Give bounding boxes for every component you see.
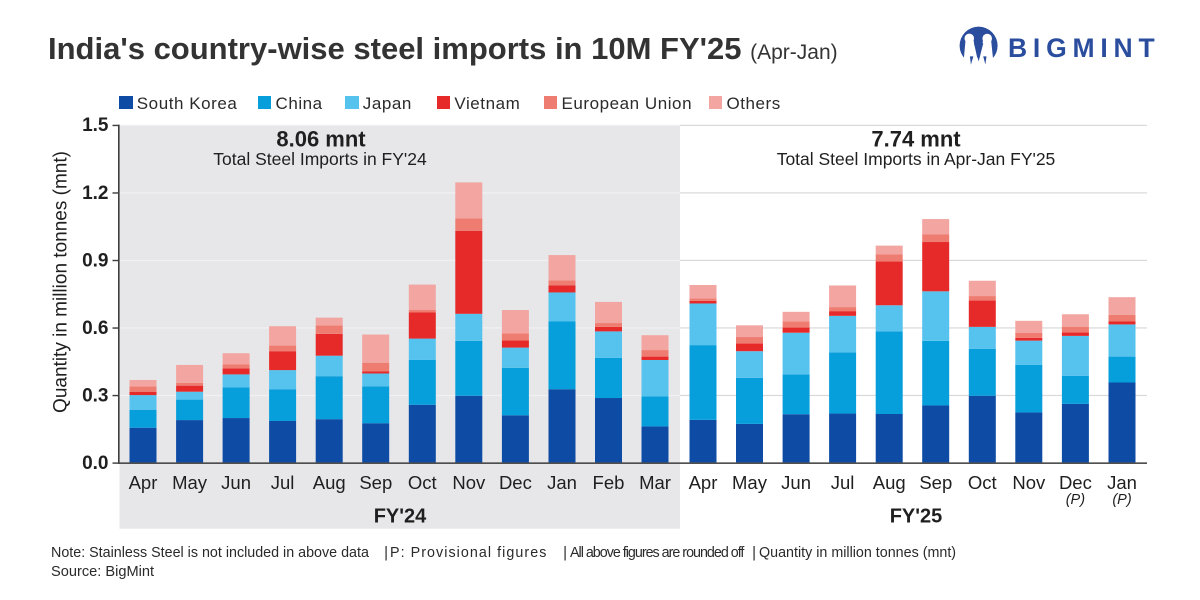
svg-text:0.9: 0.9 <box>82 250 108 271</box>
svg-text:Quantity in million tonnes (mn: Quantity in million tonnes (mnt) <box>51 151 72 413</box>
svg-text:Oct: Oct <box>408 472 437 493</box>
svg-text:Oct: Oct <box>968 472 997 493</box>
svg-text:May: May <box>172 472 208 493</box>
svg-text:1.5: 1.5 <box>82 115 109 136</box>
svg-text:0.6: 0.6 <box>82 318 108 339</box>
svg-text:(P): (P) <box>1066 492 1085 508</box>
svg-text:Total Steel Imports in Apr-Ja: Total Steel Imports in Apr-Jan FY'25 <box>777 149 1056 169</box>
svg-text:May: May <box>732 472 768 493</box>
svg-text:Jun: Jun <box>221 472 251 493</box>
svg-text:8.06 mnt: 8.06 mnt <box>276 127 366 152</box>
svg-text:Jan: Jan <box>547 472 577 493</box>
svg-text:Apr: Apr <box>129 472 158 493</box>
svg-text:7.74 mnt: 7.74 mnt <box>871 127 961 152</box>
svg-text:0.0: 0.0 <box>82 453 108 474</box>
svg-text:Sep: Sep <box>359 472 392 493</box>
svg-text:Total Steel Imports in FY'24: Total Steel Imports in FY'24 <box>213 149 427 169</box>
svg-text:Sep: Sep <box>919 472 952 493</box>
svg-text:Dec: Dec <box>1059 472 1092 493</box>
svg-text:Dec: Dec <box>499 472 532 493</box>
svg-text:FY'24: FY'24 <box>374 506 427 528</box>
svg-text:Aug: Aug <box>873 472 906 493</box>
svg-text:0.3: 0.3 <box>82 385 108 406</box>
svg-text:Nov: Nov <box>1012 472 1046 493</box>
svg-text:Nov: Nov <box>452 472 486 493</box>
svg-text:Apr: Apr <box>689 472 718 493</box>
svg-text:FY'25: FY'25 <box>890 506 943 528</box>
svg-text:Jan: Jan <box>1107 472 1137 493</box>
svg-text:Jun: Jun <box>781 472 811 493</box>
svg-text:Jul: Jul <box>271 472 295 493</box>
svg-text:1.2: 1.2 <box>82 183 108 204</box>
svg-text:Aug: Aug <box>313 472 346 493</box>
svg-text:Feb: Feb <box>593 472 625 493</box>
svg-text:Jul: Jul <box>831 472 855 493</box>
svg-text:(P): (P) <box>1112 492 1131 508</box>
svg-text:Mar: Mar <box>639 472 671 493</box>
